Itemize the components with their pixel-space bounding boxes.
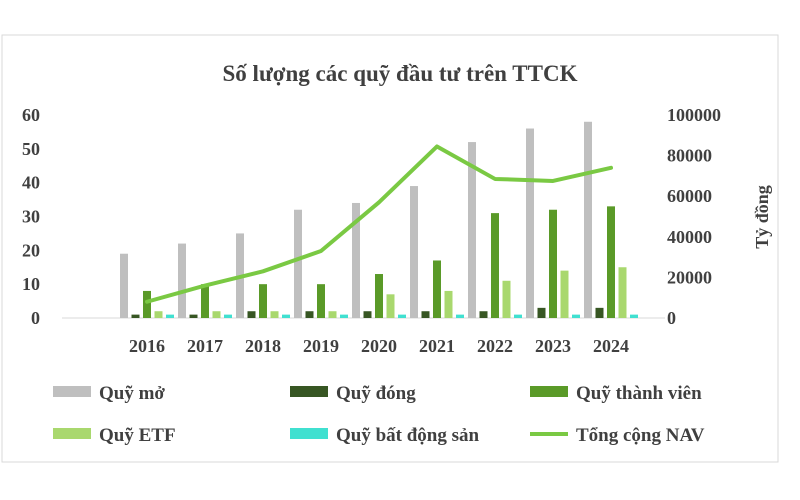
bar — [549, 209, 557, 318]
chart-title: Số lượng các quỹ đầu tư trên TTCK — [223, 61, 578, 86]
bar — [305, 311, 314, 318]
x-tick-label: 2016 — [129, 336, 165, 356]
legend-label: Quỹ ETF — [99, 425, 176, 446]
x-tick-label: 2021 — [419, 336, 455, 356]
bar — [421, 311, 430, 318]
bar — [212, 311, 221, 318]
y-tick-label: 60 — [22, 105, 40, 125]
bar — [131, 314, 140, 318]
bar — [386, 294, 395, 318]
bar — [618, 267, 627, 318]
bar — [584, 121, 592, 319]
bar — [363, 311, 372, 318]
bar — [340, 314, 348, 318]
bar — [270, 311, 279, 318]
bar — [491, 213, 499, 318]
bar — [143, 290, 151, 318]
bar — [560, 270, 569, 318]
legend-swatch — [290, 428, 328, 439]
x-tick-label: 2022 — [477, 336, 513, 356]
legend-label: Quỹ thành viên — [576, 383, 702, 404]
legend-swatch — [53, 386, 91, 397]
legend: Quỹ mở Quỹ đóng Quỹ thành viên Quỹ ETF Quỹ b… — [53, 383, 705, 446]
x-tick-label: 2024 — [593, 336, 629, 356]
bar — [572, 314, 580, 318]
legend-swatch — [53, 428, 91, 439]
bar — [444, 290, 453, 318]
bar — [514, 314, 522, 318]
bar — [259, 284, 267, 318]
bar — [433, 260, 441, 318]
bar — [468, 142, 476, 318]
bar — [479, 311, 488, 318]
bar — [166, 314, 174, 318]
y-tick-label: 50 — [22, 139, 40, 159]
bar — [630, 314, 638, 318]
y2-tick-label: 80000 — [667, 146, 712, 166]
bar — [537, 307, 546, 318]
y-tick-label: 40 — [22, 173, 40, 193]
bar-marks — [120, 121, 638, 319]
bar — [502, 280, 511, 318]
line-series-path — [145, 144, 613, 304]
legend-swatch — [290, 386, 328, 397]
y2-tick-label: 60000 — [667, 186, 712, 206]
x-tick-label: 2020 — [361, 336, 397, 356]
x-tick-label: 2023 — [535, 336, 571, 356]
y-tick-label: 10 — [22, 274, 40, 294]
bar — [317, 284, 325, 318]
y-axis-left: 0 10 20 30 40 50 60 — [22, 105, 40, 328]
bar — [201, 284, 209, 318]
y-axis-right: 0 20000 40000 60000 80000 100000 — [667, 105, 721, 328]
bar — [294, 209, 302, 318]
y2-tick-label: 20000 — [667, 267, 712, 287]
y-tick-label: 30 — [22, 207, 40, 227]
bar — [456, 314, 464, 318]
bar — [247, 311, 256, 318]
y-tick-label: 0 — [31, 308, 40, 328]
y2-tick-label: 40000 — [667, 227, 712, 247]
legend-label: Quỹ mở — [99, 383, 165, 404]
y2-tick-label: 0 — [667, 308, 676, 328]
x-tick-label: 2018 — [245, 336, 281, 356]
legend-label: Tổng cộng NAV — [576, 425, 705, 446]
legend-label: Quỹ bất động sản — [336, 425, 480, 446]
bar — [224, 314, 232, 318]
bar — [120, 253, 128, 318]
y2-axis-label: Tỷ đồng — [752, 185, 772, 249]
bar — [178, 243, 186, 318]
line-marks — [145, 144, 613, 304]
bar — [154, 311, 163, 318]
chart-border — [1, 34, 779, 463]
bar — [526, 128, 534, 318]
bar — [398, 314, 406, 318]
bar — [352, 202, 360, 318]
bar — [607, 206, 615, 318]
bar — [282, 314, 290, 318]
x-axis: 2016 2017 2018 2019 2020 2021 2022 2023 2024 — [129, 336, 629, 356]
x-tick-label: 2017 — [187, 336, 223, 356]
legend-label: Quỹ đóng — [336, 383, 416, 404]
bar — [595, 307, 604, 318]
bar — [328, 311, 337, 318]
legend-swatch — [530, 386, 568, 397]
bar — [410, 186, 418, 318]
y2-tick-label: 100000 — [667, 105, 721, 125]
bar — [189, 314, 198, 318]
bar — [375, 274, 383, 318]
x-tick-label: 2019 — [303, 336, 339, 356]
y-tick-label: 20 — [22, 240, 40, 260]
